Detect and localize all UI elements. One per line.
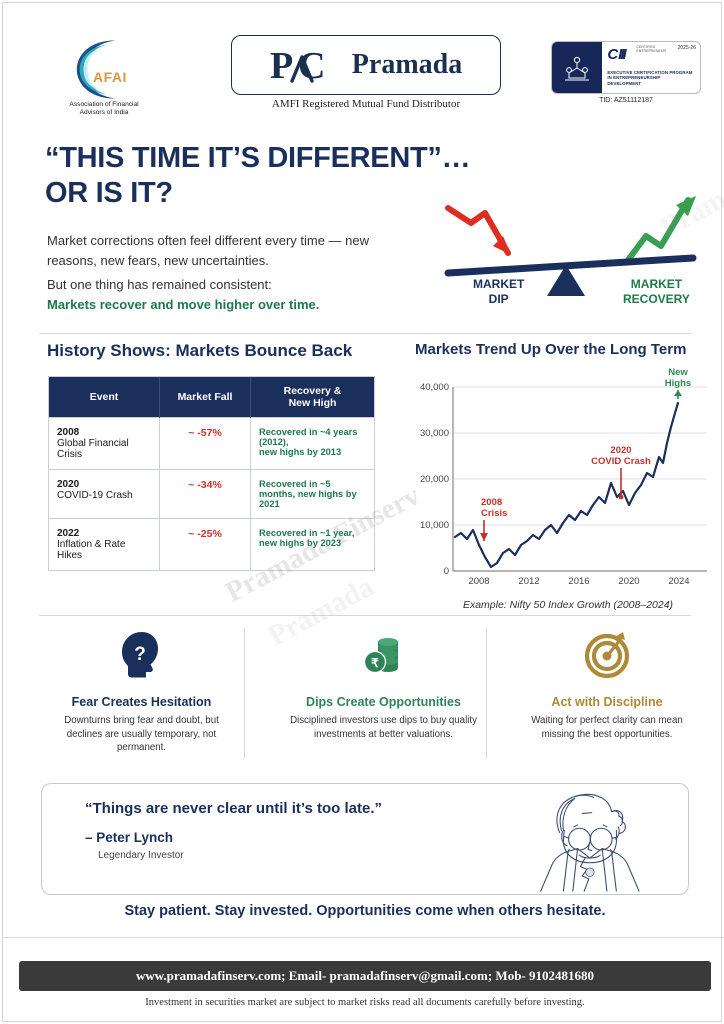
svg-text:2008: 2008: [481, 497, 502, 508]
svg-text:C: C: [298, 45, 325, 85]
svg-text:₹: ₹: [371, 656, 379, 670]
svg-text:0: 0: [444, 566, 449, 577]
svg-text:?: ?: [134, 644, 146, 665]
svg-text:40,000: 40,000: [420, 382, 449, 393]
svg-text:2016: 2016: [568, 576, 589, 587]
svg-text:2008: 2008: [468, 576, 489, 587]
svg-text:10,000: 10,000: [420, 520, 449, 531]
svg-text:P: P: [270, 45, 293, 85]
svg-text:2012: 2012: [518, 576, 539, 587]
svg-text:2020: 2020: [610, 445, 631, 456]
svg-text:Highs: Highs: [665, 378, 691, 389]
svg-text:2020: 2020: [618, 576, 639, 587]
svg-text:Crisis: Crisis: [481, 508, 507, 519]
svg-text:New: New: [668, 367, 688, 378]
svg-text:30,000: 30,000: [420, 428, 449, 439]
svg-text:2024: 2024: [668, 576, 689, 587]
svg-text:COVID Crash: COVID Crash: [591, 456, 651, 467]
svg-text:20,000: 20,000: [420, 474, 449, 485]
